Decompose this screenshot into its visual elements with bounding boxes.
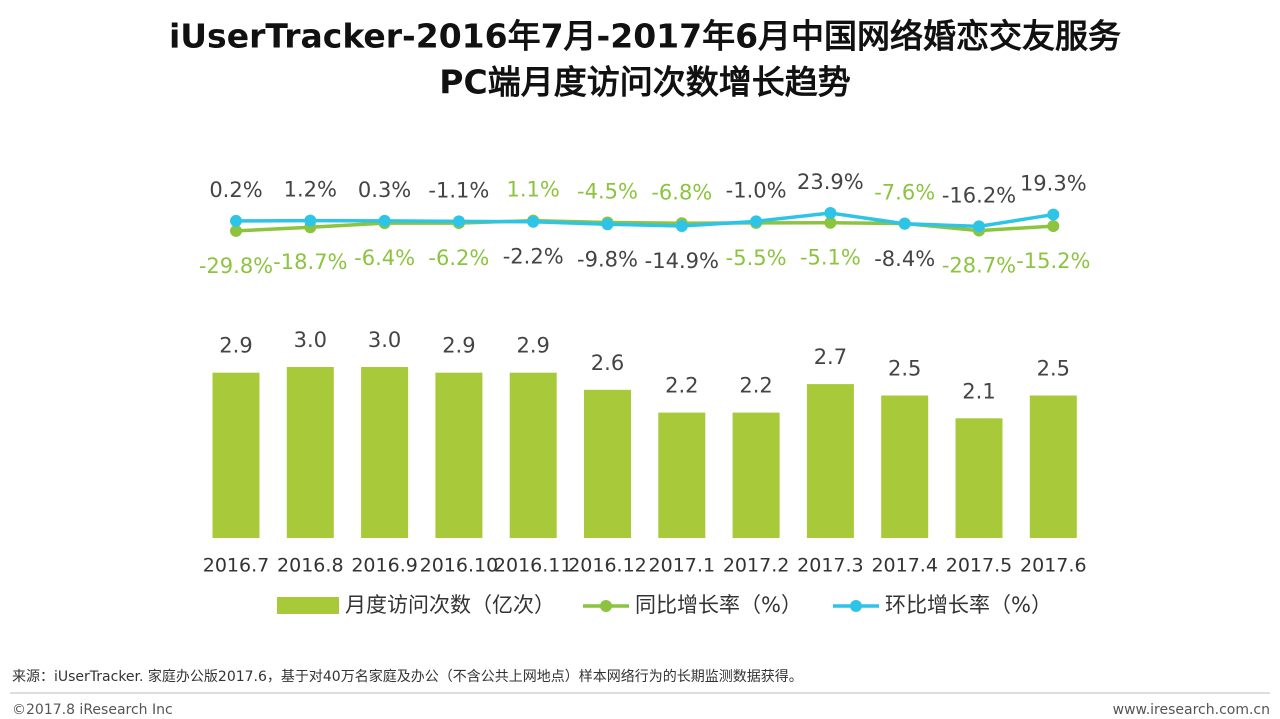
x-tick-label: 2017.6 xyxy=(1020,555,1086,577)
copyright: ©2017.8 iResearch Inc xyxy=(12,702,173,718)
line-value-label: -28.7% xyxy=(942,254,1016,278)
line-value-label: -18.7% xyxy=(273,250,347,274)
line-marker xyxy=(601,218,614,231)
line-marker xyxy=(378,214,391,227)
line-value-label: -1.1% xyxy=(428,178,489,202)
bar xyxy=(881,395,929,538)
bar xyxy=(806,384,854,538)
legend-label: 同比增长率（%） xyxy=(635,593,802,617)
line-value-label: -5.5% xyxy=(726,246,787,270)
bar-value-label: 2.7 xyxy=(814,345,847,369)
line-value-label: -2.2% xyxy=(503,245,564,269)
bar xyxy=(509,372,557,538)
bar xyxy=(361,367,409,538)
line-marker xyxy=(1047,208,1060,221)
line-marker xyxy=(1047,220,1060,233)
bar-value-label: 2.9 xyxy=(219,334,252,358)
bar xyxy=(286,367,334,538)
bar xyxy=(435,372,483,538)
line-marker xyxy=(675,219,688,232)
line-value-label: 1.1% xyxy=(507,178,560,202)
x-tick-label: 2016.7 xyxy=(203,555,269,577)
line xyxy=(235,211,1054,229)
line-marker xyxy=(230,214,242,227)
chart-title: PC端月度访问次数增长趋势 xyxy=(439,63,850,102)
bar-value-label: 3.0 xyxy=(294,328,327,352)
line-value-label: -4.5% xyxy=(577,180,638,204)
bar xyxy=(658,412,706,538)
bar xyxy=(212,372,260,538)
line-value-label: -29.8% xyxy=(199,254,273,278)
line-marker xyxy=(824,216,837,229)
chart-title: iUserTracker-2016年7月-2017年6月中国网络婚恋交友服务 xyxy=(169,17,1121,56)
bar-value-label: 2.1 xyxy=(962,379,995,403)
x-tick-label: 2016.9 xyxy=(351,555,417,577)
bar-value-label: 2.5 xyxy=(888,357,921,381)
bar-value-label: 2.2 xyxy=(739,374,772,398)
line-marker xyxy=(824,207,837,220)
bar xyxy=(732,412,780,538)
line-marker xyxy=(304,214,317,227)
line-value-label: 1.2% xyxy=(284,178,337,202)
bar-value-label: 2.2 xyxy=(665,374,698,398)
line-value-label: -7.6% xyxy=(874,181,935,205)
bar-value-label: 2.9 xyxy=(516,334,549,358)
bar-value-label: 3.0 xyxy=(368,328,401,352)
line-marker xyxy=(898,217,911,230)
line-marker xyxy=(527,215,540,228)
line-value-label: -6.4% xyxy=(354,246,415,270)
bar xyxy=(955,418,1003,538)
x-tick-label: 2017.5 xyxy=(946,555,1012,577)
bar xyxy=(1029,395,1077,538)
legend-label: 环比增长率（%） xyxy=(885,593,1052,617)
x-tick-label: 2017.1 xyxy=(649,555,715,577)
line-value-label: 0.3% xyxy=(358,178,411,202)
x-tick-label: 2016.11 xyxy=(494,555,573,577)
x-tick-label: 2016.8 xyxy=(277,555,343,577)
line-marker xyxy=(452,215,465,228)
line-value-label: -6.8% xyxy=(651,180,712,204)
line-value-label: 19.3% xyxy=(1020,172,1087,196)
bar-value-label: 2.5 xyxy=(1037,357,1070,381)
line-value-label: -14.9% xyxy=(645,249,719,273)
line-value-label: -1.0% xyxy=(726,178,787,202)
line-value-label: 23.9% xyxy=(797,170,864,194)
website: www.iresearch.com.cn xyxy=(1113,702,1270,718)
line-marker xyxy=(750,215,763,228)
bar xyxy=(584,389,631,538)
line-value-label: -15.2% xyxy=(1016,249,1090,273)
bar-value-label: 2.6 xyxy=(591,351,624,375)
line-value-label: -5.1% xyxy=(800,246,861,270)
line-value-label: -9.8% xyxy=(577,247,638,271)
source-note: 来源：iUserTracker. 家庭办公版2017.6，基于对40万名家庭及办… xyxy=(12,668,803,685)
x-tick-label: 2017.2 xyxy=(723,555,789,577)
line-marker xyxy=(230,224,242,237)
line-value-label: -8.4% xyxy=(874,247,935,271)
line-marker xyxy=(973,220,985,233)
legend-swatch xyxy=(850,600,862,612)
line-value-label: -6.2% xyxy=(428,246,489,270)
line-value-label: -16.2% xyxy=(942,183,1016,207)
x-tick-label: 2016.12 xyxy=(568,555,647,577)
legend-label: 月度访问次数（亿次） xyxy=(345,593,555,617)
legend-swatch xyxy=(600,600,612,612)
x-tick-label: 2016.10 xyxy=(420,555,499,577)
line-value-label: 0.2% xyxy=(209,178,262,202)
x-tick-label: 2017.4 xyxy=(871,555,937,577)
bar-value-label: 2.9 xyxy=(442,334,475,358)
x-tick-label: 2017.3 xyxy=(797,555,863,577)
legend-swatch xyxy=(277,597,339,614)
